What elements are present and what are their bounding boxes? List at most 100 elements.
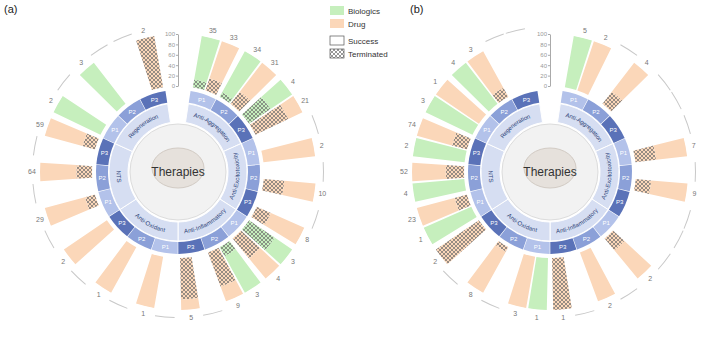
bar-success	[417, 198, 459, 226]
bar-terminated	[180, 257, 198, 300]
count-label: 2	[608, 302, 612, 309]
bars	[412, 36, 688, 310]
group-label: Anti-Oxidant	[134, 212, 166, 233]
phase-label: P2	[471, 175, 479, 181]
count-labels: 5114234247922138223527413	[400, 27, 696, 321]
tick-mark	[176, 34, 178, 35]
count-label: 2	[320, 142, 324, 149]
group-band	[492, 199, 550, 241]
count-label: 1	[535, 314, 539, 321]
tick-mark	[176, 86, 178, 87]
bar-terminated	[262, 179, 284, 195]
tick-mark	[176, 76, 178, 77]
bar-terminated	[552, 257, 572, 310]
phase-label: P3	[473, 150, 481, 156]
count-label: 21	[301, 97, 309, 104]
bar-success	[240, 63, 276, 101]
empty-slot	[695, 162, 696, 182]
count-labels: 35344332333312121084951122964592	[28, 27, 326, 321]
group-label: Anti-Excitotoxicity	[600, 152, 612, 200]
phase-label: P2	[99, 175, 107, 181]
empty-slot	[33, 136, 38, 156]
legend-swatch	[330, 49, 344, 58]
group-label-textpath: Anti-Oxidant	[506, 212, 538, 233]
count-label: 3	[421, 97, 425, 104]
group-label: NTS	[115, 170, 122, 183]
phase-band	[618, 165, 632, 191]
phase-band	[468, 165, 482, 191]
bar-success	[553, 308, 572, 310]
group-label: NTS	[487, 170, 494, 183]
empty-slot	[506, 28, 525, 34]
radial-axis: 020406080100	[165, 31, 179, 89]
count-label: 31	[271, 59, 279, 66]
empty-slot	[44, 230, 54, 248]
count-label: 1	[561, 314, 565, 321]
tick-label: 40	[540, 63, 547, 69]
count-label: 9	[236, 302, 240, 309]
empty-slot	[684, 115, 691, 134]
phase-band	[481, 210, 506, 236]
empty-slot	[32, 184, 36, 204]
axis-tick: 100	[165, 31, 178, 37]
phase-band	[246, 165, 260, 191]
center-circle	[502, 124, 598, 220]
phase-band	[178, 238, 204, 254]
tick-mark	[548, 65, 550, 66]
phase-band	[109, 210, 134, 236]
radial-panel: TherapiesAnti-AggregationP1P2P3Anti-Exci…	[400, 27, 696, 321]
phase-label: P1	[105, 199, 113, 205]
tick-mark	[548, 55, 550, 56]
legend-swatch	[330, 36, 344, 45]
legend-swatch	[330, 6, 344, 15]
panel-title: (b)	[410, 3, 423, 15]
phase-band	[468, 139, 486, 166]
count-label: 5	[583, 27, 587, 34]
bar-success	[80, 63, 126, 112]
bars	[40, 36, 316, 310]
empty-slot	[203, 310, 222, 316]
phase-label: P3	[490, 220, 498, 226]
bar-success	[649, 180, 687, 201]
axis-tick: 80	[168, 42, 178, 48]
tick-label: 100	[537, 31, 548, 37]
count-label: 3	[469, 46, 473, 53]
phase-band	[609, 189, 630, 216]
bar-success	[95, 241, 136, 293]
phase-label: P2	[211, 236, 219, 242]
bar-terminated	[446, 165, 464, 179]
phase-label: P3	[237, 127, 245, 133]
legend-swatch	[330, 19, 344, 28]
count-label: 2	[604, 33, 608, 40]
phase-label: P2	[220, 109, 228, 115]
phase-label: P3	[151, 97, 159, 103]
phase-label: P1	[198, 97, 206, 103]
empty-slot	[113, 34, 132, 42]
count-label: 7	[692, 142, 696, 149]
empty-slot	[443, 271, 458, 285]
phase-label: P2	[622, 175, 630, 181]
phase-label: P1	[483, 127, 491, 133]
phase-band	[152, 238, 178, 254]
phase-label: P2	[583, 236, 591, 242]
empty-slot	[91, 44, 108, 56]
count-label: 3	[79, 59, 83, 66]
tick-mark	[176, 44, 178, 45]
center-label: Therapies	[151, 165, 204, 179]
empty-slot	[155, 315, 175, 318]
axis-tick: 60	[168, 52, 178, 58]
phase-band	[573, 227, 600, 249]
center-circle	[130, 124, 226, 220]
axis-tick: 60	[540, 52, 550, 58]
bar-terminated	[436, 220, 486, 264]
phase-label: P3	[187, 244, 195, 250]
group-label-textpath: Anti-Excitotoxicity	[228, 152, 240, 200]
bar-success	[40, 163, 77, 182]
phase-label: P1	[162, 244, 170, 250]
axis-tick: 0	[544, 83, 550, 89]
phase-band	[96, 165, 110, 191]
bar-terminated	[136, 36, 163, 90]
phase-label: P2	[500, 109, 508, 115]
bar-success	[508, 254, 535, 308]
phase-label: P1	[248, 150, 256, 156]
